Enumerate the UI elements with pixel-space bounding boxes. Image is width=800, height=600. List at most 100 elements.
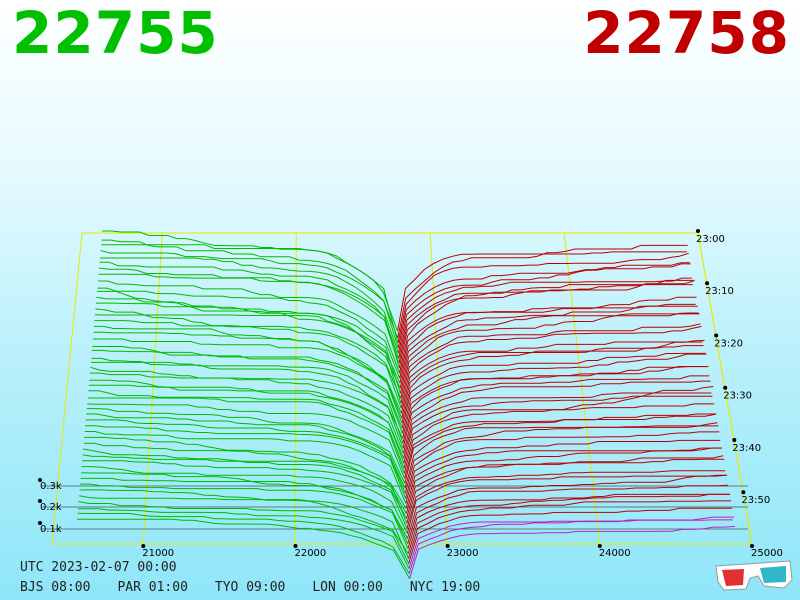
tz-lon: LON 00:00: [312, 580, 383, 595]
time-tick-mark: [714, 333, 719, 338]
ask-depth-line: [406, 455, 724, 519]
ask-depth-line: [404, 422, 718, 489]
ask-depth-line: [402, 380, 711, 454]
bid-depth-line: [94, 320, 402, 409]
ask-depth-line: [404, 425, 719, 494]
x-tick-mark: [445, 544, 450, 548]
ask-depth-line: [407, 493, 731, 554]
depth-tick-label: 0.3k: [40, 481, 62, 492]
x-tick-label: 21000: [142, 548, 174, 559]
tz-par: PAR 01:00: [117, 580, 188, 595]
bid-depth-line: [81, 466, 408, 534]
bid-depth-line: [77, 518, 410, 579]
bid-depth-line: [89, 379, 405, 459]
depth-tick-label: 0.2k: [40, 502, 62, 513]
ask-depth-line: [408, 507, 733, 564]
ask-depth-line: [402, 375, 710, 449]
ask-depth-line: [401, 353, 707, 434]
bid-depth-line: [84, 436, 407, 509]
grid-price-line: [429, 232, 449, 545]
ask-depth-line: [398, 277, 692, 359]
ask-depth-line: [399, 279, 695, 374]
grid-left-edge: [51, 232, 83, 545]
ask-depth-line: [407, 493, 730, 549]
ask-depth-line: [406, 458, 725, 524]
ask-depth-line: [401, 340, 705, 424]
timezone-row: BJS 08:00 PAR 01:00 TYO 09:00 LON 00:00 …: [20, 580, 507, 595]
ask-depth-line: [400, 325, 702, 409]
bid-depth-line: [91, 349, 403, 434]
time-tick-mark: [696, 229, 700, 233]
bid-depth-line: [85, 425, 407, 499]
ask-depth-line: [405, 447, 723, 514]
ask-depth-line: [408, 500, 732, 559]
ask-depth-line: [399, 296, 697, 384]
bid-depth-line: [82, 454, 408, 524]
bid-depth-line: [86, 408, 406, 484]
x-tick-mark: [750, 544, 754, 548]
bid-depth-line: [79, 489, 409, 554]
bid-depth-line: [90, 366, 404, 449]
bid-depth-line: [87, 397, 405, 474]
bid-depth-line: [80, 483, 409, 549]
ask-depth-line: [402, 366, 709, 444]
time-tick-mark: [705, 281, 710, 286]
ask-depth-line: [406, 470, 726, 529]
bid-depth-line: [85, 419, 406, 494]
tz-tyo: TYO 09:00: [214, 580, 286, 595]
ask-depth-line: [400, 313, 700, 399]
grid-price-line: [294, 232, 297, 545]
bid-depth-line: [93, 331, 403, 419]
bid-depth-line: [79, 495, 409, 559]
bid-depth-line: [83, 442, 407, 514]
ask-depth-line: [404, 413, 716, 479]
bid-depth-line: [100, 257, 399, 354]
x-tick-label: 25000: [751, 548, 783, 559]
ask-depth-line: [402, 366, 708, 439]
ask-depth-line: [407, 484, 729, 544]
bid-depth-line: [97, 290, 401, 384]
bid-depth-line: [100, 250, 399, 349]
x-tick-label: 24000: [599, 548, 631, 559]
ask-depth-line: [409, 525, 736, 579]
bid-depth-line: [101, 239, 399, 339]
ask-depth-line: [408, 516, 734, 574]
time-tick-mark: [741, 490, 746, 495]
depth-tick-mark: [38, 521, 42, 525]
bid-depth-line: [78, 501, 410, 564]
time-tick-label: 23:50: [741, 495, 770, 506]
ask-price: 22758: [583, 0, 790, 67]
ask-depth-line: [404, 413, 717, 484]
ask-depth-line: [397, 252, 689, 344]
bid-depth-line: [81, 472, 408, 539]
ask-depth-line: [398, 263, 691, 354]
time-tick-label: 23:10: [705, 286, 734, 297]
x-tick-label: 22000: [294, 548, 326, 559]
x-tick-label: 23000: [447, 548, 479, 559]
ask-depth-line: [406, 474, 727, 534]
bid-depth-line: [97, 287, 401, 379]
depth-tick-mark: [38, 499, 42, 503]
bid-depth-line: [94, 314, 402, 404]
bid-depth-line: [99, 261, 400, 359]
time-tick-mark: [732, 437, 737, 442]
x-tick-mark: [141, 544, 146, 548]
ask-depth-line: [403, 392, 712, 459]
ask-depth-line: [397, 262, 690, 349]
bid-depth-line: [84, 431, 407, 504]
utc-timestamp: UTC 2023-02-07 00:00: [20, 560, 177, 575]
bid-depth-line: [101, 244, 399, 344]
bid-depth-line: [98, 280, 400, 374]
bid-depth-line: [93, 325, 402, 414]
ask-depth-line: [407, 474, 728, 539]
time-tick-label: 23:40: [732, 443, 761, 454]
3d-glasses-icon[interactable]: [714, 558, 794, 592]
bid-depth-line: [92, 338, 403, 424]
ask-depth-line: [403, 403, 715, 474]
bid-depth-line: [96, 296, 401, 389]
depth-tick-label: 0.1k: [40, 524, 62, 535]
depth-tick-mark: [38, 478, 42, 482]
ask-depth-line: [405, 431, 720, 499]
bid-depth-line: [77, 512, 410, 574]
